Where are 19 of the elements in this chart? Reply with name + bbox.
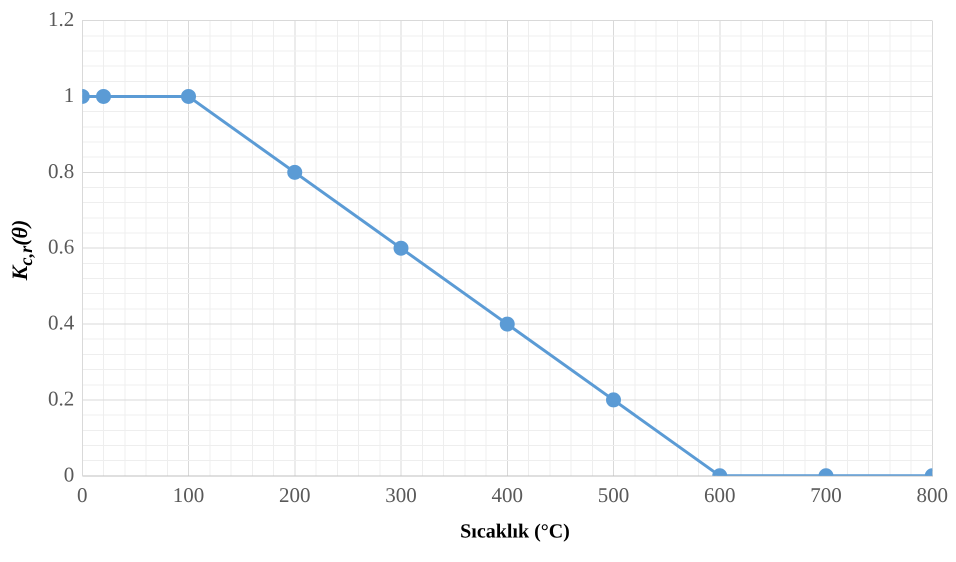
x-tick-label: 700	[810, 482, 842, 507]
y-tick-label: 0.2	[48, 386, 74, 410]
y-tick-label: 0.4	[48, 310, 75, 335]
y-tick-label: 1.2	[48, 7, 74, 32]
y-tick-label: 0.6	[48, 234, 74, 259]
point	[181, 88, 196, 104]
x-axis-title: Sıcaklık (°C)	[460, 520, 570, 544]
point	[287, 164, 302, 180]
y-tick-label: 0.8	[48, 158, 74, 183]
x-tick-label: 300	[385, 482, 417, 507]
x-tick-label: 600	[704, 482, 736, 507]
x-tick-label: 200	[279, 482, 310, 507]
y-tick-label: 0	[64, 462, 74, 486]
y-tick-label: 1	[64, 82, 74, 107]
x-tick-label: 400	[492, 482, 523, 507]
x-tick-label: 500	[598, 482, 630, 507]
x-tick-label: 800	[916, 482, 948, 507]
point	[96, 88, 111, 104]
x-tick-label: 100	[172, 482, 204, 507]
